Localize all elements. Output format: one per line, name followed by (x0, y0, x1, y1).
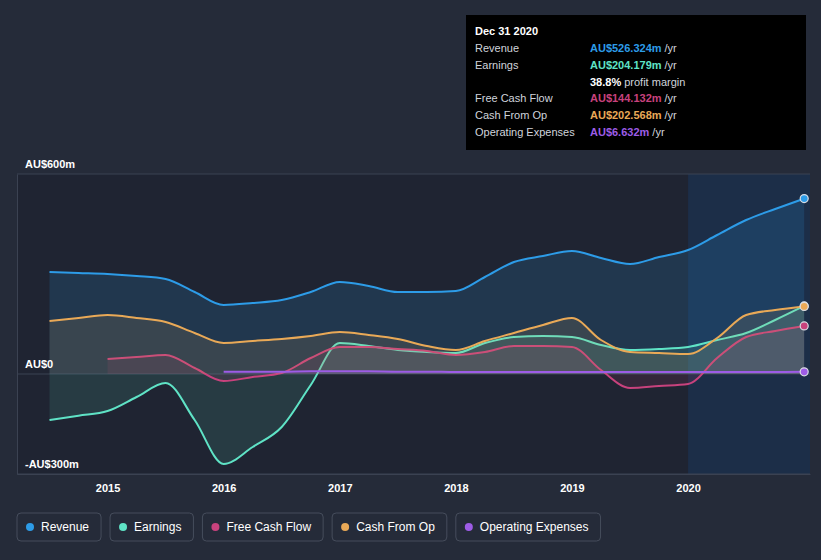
legend-box (332, 513, 447, 541)
chart: -AU$300mAU$0AU$600m201520162017201820192… (0, 0, 821, 560)
legend-label: Operating Expenses (480, 520, 589, 534)
legend-label: Free Cash Flow (226, 520, 311, 534)
tooltip-value: AU$526.324m (590, 42, 662, 54)
end-point (800, 302, 808, 310)
end-point (800, 368, 808, 376)
x-tick-label: 2015 (96, 482, 120, 494)
tooltip-unit: /yr (665, 92, 678, 104)
x-tick: 2016 (212, 474, 236, 494)
background (0, 0, 821, 560)
tooltip-note: profit margin (624, 76, 685, 88)
legend-label: Revenue (41, 520, 89, 534)
series-line (50, 199, 805, 305)
end-point (800, 195, 808, 203)
y-tick-label: -AU$300m (25, 458, 79, 470)
legend-swatch (465, 523, 473, 531)
tooltip: Dec 31 2020 Revenue AU$526.324m/yr Earnings… (466, 15, 806, 150)
legend-swatch (341, 523, 349, 531)
legend-item: Free Cash Flow (202, 513, 323, 541)
x-tick-label: 2017 (328, 482, 352, 494)
marks (50, 195, 809, 464)
y-tick: AU$0 (17, 358, 53, 375)
plot-area (17, 174, 810, 474)
x-axis: 2015 2016 2017 2018 2019 2020 (18, 474, 811, 494)
x-tick-label: 2019 (560, 482, 584, 494)
legend-box (17, 513, 101, 541)
x-tick: 2017 (328, 474, 352, 494)
legend: Revenue Earnings Free Cash Flow Cash From O… (17, 513, 601, 541)
legend-item: Cash From Op (332, 513, 447, 541)
legend-swatch (26, 523, 34, 531)
tooltip-label: Operating Expenses (475, 126, 575, 138)
series-area (50, 306, 805, 464)
grid-line (17, 174, 810, 175)
y-axis-line (17, 175, 18, 475)
grid-line (17, 474, 810, 475)
y-tick-label: AU$0 (25, 358, 53, 370)
legend-item: Earnings (110, 513, 193, 541)
legend-swatch (119, 523, 127, 531)
end-point (800, 322, 808, 330)
x-tick-label: 2020 (676, 482, 700, 494)
x-tick-label: 2016 (212, 482, 236, 494)
legend-item: Operating Expenses (456, 513, 601, 541)
series-line (50, 306, 805, 464)
tooltip-label: Cash From Op (475, 109, 547, 121)
tooltip-unit: /yr (665, 59, 678, 71)
tooltip-title: Dec 31 2020 (475, 25, 538, 37)
tooltip-box (466, 15, 806, 150)
tooltip-unit: /yr (665, 109, 678, 121)
legend-box (202, 513, 323, 541)
legend-item: Revenue (17, 513, 101, 541)
x-tick: 2020 (676, 474, 700, 494)
series-line (224, 370, 805, 373)
tooltip-value: AU$6.632m (590, 126, 650, 138)
series-line (50, 306, 805, 354)
x-axis-line (18, 474, 811, 475)
legend-label: Cash From Op (356, 520, 435, 534)
tooltip-label: Revenue (475, 42, 519, 54)
legend-swatch (211, 523, 219, 531)
x-tick: 2019 (560, 474, 584, 494)
legend-box (456, 513, 601, 541)
tooltip-unit: /yr (652, 126, 665, 138)
tooltip-value: AU$202.568m (590, 109, 662, 121)
grid (17, 174, 810, 474)
end-point (800, 302, 808, 310)
tooltip-label: Free Cash Flow (475, 92, 553, 104)
tooltip-unit: /yr (665, 42, 678, 54)
y-axis: -AU$300m AU$0 AU$600m (17, 158, 79, 475)
x-tick-label: 2018 (444, 482, 468, 494)
y-tick: AU$600m (17, 158, 75, 175)
series-area (224, 371, 805, 374)
tooltip-value: AU$204.179m (590, 59, 662, 71)
x-tick: 2018 (444, 474, 468, 494)
y-tick-label: AU$600m (25, 158, 75, 170)
tooltip-value: AU$144.132m (590, 92, 662, 104)
series-area (50, 306, 805, 374)
legend-box (110, 513, 193, 541)
x-tick: 2015 (96, 474, 120, 494)
tooltip-label: Earnings (475, 59, 519, 71)
tooltip-value: 38.8% (590, 76, 621, 88)
legend-label: Earnings (134, 520, 181, 534)
y-tick: -AU$300m (17, 458, 79, 475)
